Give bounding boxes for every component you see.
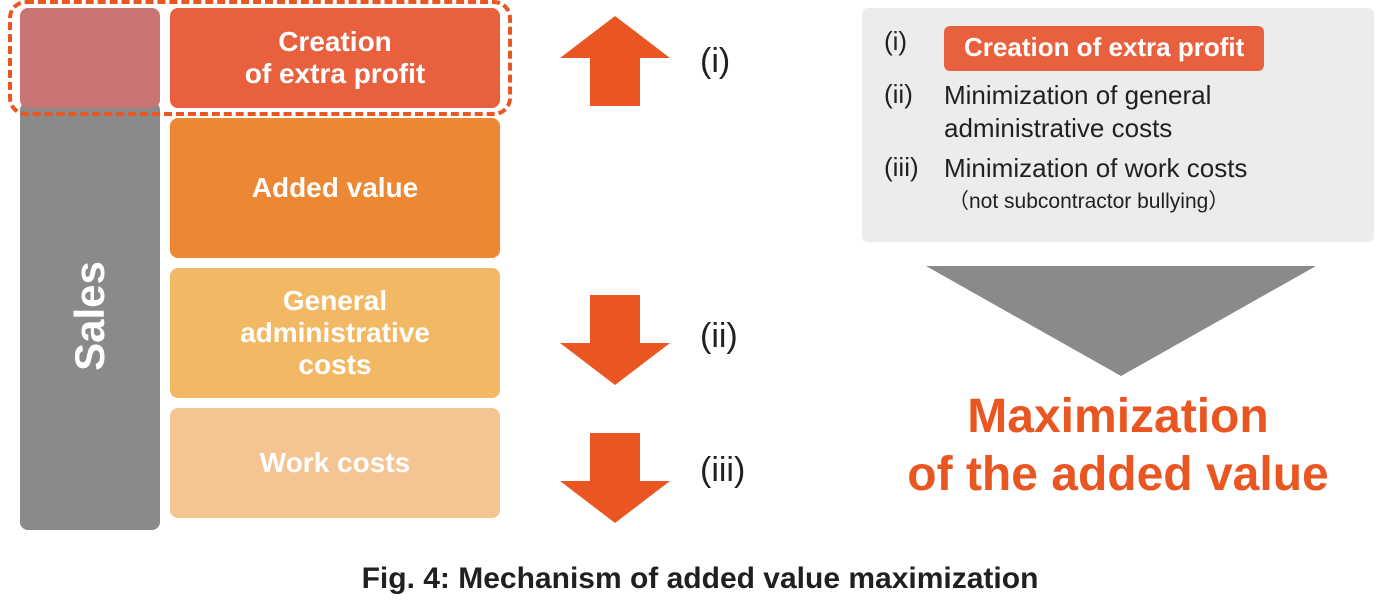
legend-ii-num: (ii) [884,79,944,110]
legend-iii-subtext: （not subcontractor bullying） [948,185,1247,215]
block-gen-admin-label: Generaladministrativecosts [240,285,430,382]
block-extra-profit-label: Creationof extra profit [245,26,425,90]
legend-box: (i) Creation of extra profit (ii) Minimi… [862,8,1374,242]
block-added-value: Added value [170,118,500,258]
cost-stack: Creationof extra profit Added value Gene… [170,8,500,528]
maximization-headline: Maximizationof the added value [862,388,1374,503]
legend-row-iii: (iii) Minimization of work costs （not su… [884,152,1352,215]
legend-iii-text: Minimization of work costs [944,152,1247,185]
sales-label: Sales [66,261,114,371]
figure-caption: Fig. 4: Mechanism of added value maximiz… [20,562,1380,596]
legend-i-num: (i) [884,26,944,57]
block-gen-admin: Generaladministrativecosts [170,268,500,398]
arrow-up-icon [560,16,670,106]
roman-i: (i) [700,42,730,81]
extra-profit-sales-overlay [20,8,160,108]
legend-ii-text: Minimization of general administrative c… [944,79,1352,144]
arrow-down-ii-icon [560,295,670,385]
legend-row-ii: (ii) Minimization of general administrat… [884,79,1352,144]
legend-row-i: (i) Creation of extra profit [884,26,1352,71]
arrow-down-iii-icon [560,433,670,523]
roman-ii: (ii) [700,317,738,356]
sales-column: Sales [20,102,160,530]
big-down-arrow-icon [926,266,1316,376]
block-work-costs-label: Work costs [260,447,410,479]
legend-iii-num: (iii) [884,152,944,183]
block-added-value-label: Added value [252,172,418,204]
roman-iii: (iii) [700,451,745,490]
block-work-costs: Work costs [170,408,500,518]
legend-i-pill: Creation of extra profit [944,26,1264,71]
block-extra-profit: Creationof extra profit [170,8,500,108]
